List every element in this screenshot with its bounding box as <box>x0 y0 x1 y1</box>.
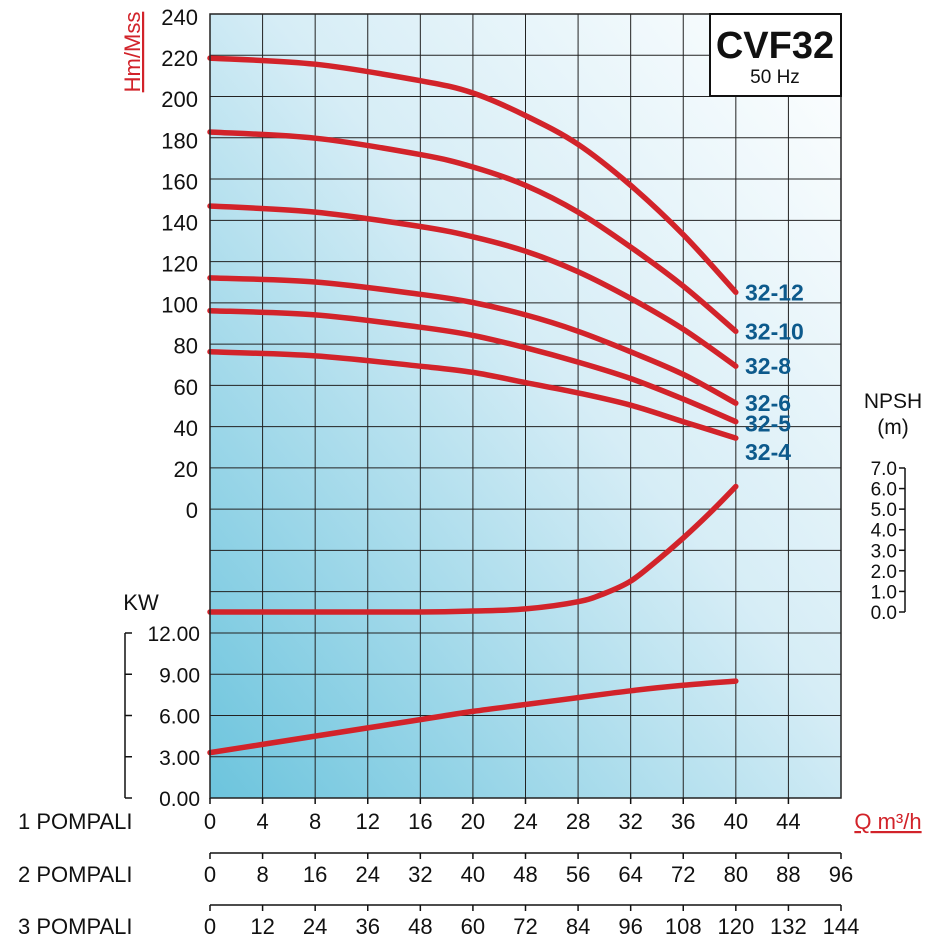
head-curve-32-12 <box>207 55 739 296</box>
npsh-tick-label: 6.0 <box>871 480 897 501</box>
head-curve-label-32-10: 32-10 <box>745 318 804 344</box>
flow-tick-label: 8 <box>256 862 268 887</box>
flow-tick-label: 24 <box>356 862 380 887</box>
head-curve-32-6 <box>207 275 739 406</box>
flow-tick-label: 108 <box>665 914 702 939</box>
flow-tick-label: 36 <box>356 914 380 939</box>
head-curve-label-32-12: 32-12 <box>745 279 804 305</box>
head-curve-32-8 <box>207 203 739 369</box>
npsh-axis-ticks: 7.06.05.04.03.02.01.00.0 <box>871 459 906 624</box>
head-axis-label: Hm/Mss <box>120 12 145 93</box>
kw-curve <box>207 678 739 756</box>
npsh-tick-label: 5.0 <box>871 500 897 521</box>
head-tick-label: 60 <box>174 375 198 400</box>
flow-tick-label: 0 <box>204 862 216 887</box>
flow-tick-label: 144 <box>823 914 860 939</box>
flow-tick-label: 72 <box>671 862 695 887</box>
npsh-tick-label: 0.0 <box>871 603 897 624</box>
head-tick-label: 180 <box>161 128 198 153</box>
npsh-axis-label: NPSH <box>864 390 922 413</box>
flow-tick-label: 48 <box>408 914 432 939</box>
flow-tick-label: 56 <box>566 862 590 887</box>
head-curve-32-10 <box>207 129 739 335</box>
head-curve-32-4 <box>207 349 739 441</box>
flow-unit-label: Q m³/h <box>854 809 921 834</box>
kw-axis-ticks: 12.00 9.00 6.00 3.00 0.00 <box>124 623 200 811</box>
head-tick-label: 20 <box>174 457 198 482</box>
flow-tick-label: 64 <box>618 862 642 887</box>
flow-tick-label: 0 <box>204 914 216 939</box>
flow-tick-label: 88 <box>776 862 800 887</box>
head-tick-label: 40 <box>174 416 198 441</box>
head-tick-label: 80 <box>174 334 198 359</box>
flow-tick-label: 32 <box>408 862 432 887</box>
head-tick-label: 200 <box>161 87 198 112</box>
curves: 32-12 32-10 32-8 32-632-532-4 <box>207 55 804 756</box>
flow-tick-label: 8 <box>309 809 321 834</box>
kw-tick-label: 0.00 <box>159 788 200 811</box>
head-curve-label-32-5: 32-5 <box>745 411 791 437</box>
head-tick-label: 0 <box>186 498 198 523</box>
head-tick-label: 220 <box>161 46 198 71</box>
flow-tick-label: 132 <box>770 914 807 939</box>
head-tick-label: 120 <box>161 252 198 277</box>
flow-tick-label: 28 <box>566 809 590 834</box>
head-curve-label-32-6: 32-6 <box>745 390 791 416</box>
flow-tick-label: 32 <box>618 809 642 834</box>
flow-tick-label: 40 <box>724 809 748 834</box>
npsh-tick-label: 4.0 <box>871 521 897 542</box>
model-frequency: 50 Hz <box>750 67 800 88</box>
flow-tick-label: 96 <box>829 862 853 887</box>
flow-axes: 1 POMPALI 0 4 8 12 16 20 24 28 32 36 40 442 POMPALI 0… <box>18 798 859 939</box>
kw-axis-label: KW <box>123 590 159 615</box>
flow-tick-label: 24 <box>303 914 327 939</box>
flow-tick-label: 0 <box>204 809 216 834</box>
npsh-tick-label: 7.0 <box>871 459 897 480</box>
flow-tick-label: 72 <box>513 914 537 939</box>
flow-tick-label: 36 <box>671 809 695 834</box>
npsh-tick-label: 1.0 <box>871 582 897 603</box>
kw-tick-label: 6.00 <box>159 706 200 729</box>
flow-tick-label: 40 <box>461 862 485 887</box>
flow-tick-label: 120 <box>717 914 754 939</box>
flow-tick-label: 4 <box>256 809 268 834</box>
flow-axis-name: 2 POMPALI <box>18 862 133 887</box>
flow-axis-name: 1 POMPALI <box>18 809 133 834</box>
flow-tick-label: 48 <box>513 862 537 887</box>
flow-tick-label: 24 <box>513 809 537 834</box>
flow-tick-label: 60 <box>461 914 485 939</box>
kw-tick-label: 12.00 <box>147 623 200 646</box>
model-title: CVF32 <box>716 25 834 67</box>
head-tick-label: 140 <box>161 210 198 235</box>
npsh-curve <box>207 483 739 615</box>
flow-tick-label: 80 <box>724 862 748 887</box>
flow-tick-label: 84 <box>566 914 590 939</box>
head-tick-label: 100 <box>161 293 198 318</box>
model-box-frame <box>709 13 842 97</box>
head-curve-label-32-8: 32-8 <box>745 353 791 379</box>
head-tick-label: 160 <box>161 169 198 194</box>
head-curve-label-32-4: 32-4 <box>745 439 791 465</box>
npsh-tick-label: 3.0 <box>871 541 897 562</box>
kw-tick-label: 9.00 <box>159 664 200 687</box>
head-tick-label: 240 <box>161 5 198 30</box>
flow-axis-name: 3 POMPALI <box>18 914 133 939</box>
flow-tick-label: 16 <box>408 809 432 834</box>
flow-tick-label: 44 <box>776 809 800 834</box>
model-box: CVF32 50 Hz <box>709 13 842 97</box>
flow-tick-label: 20 <box>461 809 485 834</box>
flow-tick-label: 16 <box>303 862 327 887</box>
head-curve-32-5 <box>207 307 739 425</box>
flow-tick-label: 12 <box>250 914 274 939</box>
kw-tick-label: 3.00 <box>159 747 200 770</box>
flow-tick-label: 12 <box>356 809 380 834</box>
flow-tick-label: 96 <box>618 914 642 939</box>
npsh-tick-label: 2.0 <box>871 562 897 583</box>
npsh-axis-unit: (m) <box>877 416 908 439</box>
